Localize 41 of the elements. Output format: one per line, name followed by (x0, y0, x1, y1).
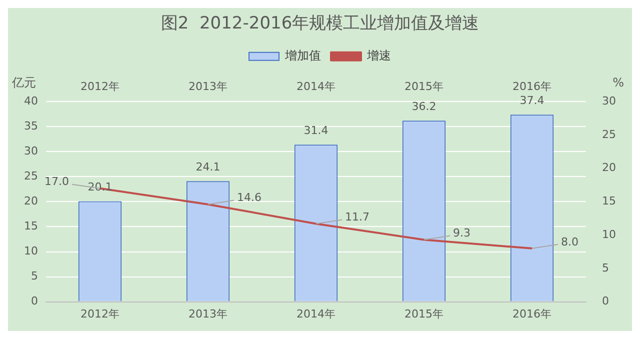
y-tick-label: 10 (24, 244, 38, 258)
data-label: 8.0 (561, 235, 578, 248)
legend-label: 增速 (366, 48, 391, 63)
x-tick-label: 2014年 (296, 307, 336, 320)
category-label: 2015年 (404, 80, 444, 93)
y-tick-label: 40 (24, 94, 38, 108)
x-tick-label: 2012年 (80, 307, 120, 320)
y2-tick-label: 0 (602, 294, 610, 308)
data-label: 9.3 (453, 226, 470, 240)
x-tick-label: 2016年 (512, 307, 552, 320)
y2-tick-label: 30 (602, 94, 616, 108)
category-label: 2014年 (296, 80, 336, 93)
y-tick-label: 30 (24, 144, 38, 158)
category-label: 2016年 (512, 80, 552, 93)
legend-label: 增加值 (284, 48, 321, 63)
data-label: 36.2 (412, 100, 436, 113)
chart-title: 图2 2012-2016年规模工业增加值及增速 (160, 14, 480, 34)
y2-tick-label: 5 (602, 261, 610, 274)
category-label: 2012年 (80, 80, 120, 93)
y2-axis-title: % (612, 76, 624, 90)
y-tick-label: 25 (24, 170, 38, 183)
y-tick-label: 5 (30, 270, 38, 283)
y-tick-label: 0 (30, 294, 38, 308)
data-label: 14.6 (237, 191, 262, 204)
y-tick-label: 15 (24, 220, 38, 233)
x-tick-label: 2013年 (188, 307, 228, 320)
data-label: 37.4 (520, 94, 544, 107)
y2-tick-label: 25 (602, 128, 616, 141)
category-label: 2013年 (188, 80, 228, 93)
data-label: 24.1 (196, 160, 220, 174)
data-label: 17.0 (44, 175, 69, 188)
data-label: 31.4 (304, 124, 328, 137)
y-tick-label: 20 (24, 194, 38, 208)
x-tick-label: 2015年 (404, 307, 444, 320)
data-label: 20.1 (88, 180, 112, 194)
y-axis-title: 亿元 (11, 76, 36, 90)
data-label: 11.7 (345, 210, 370, 224)
y2-tick-label: 10 (602, 228, 616, 241)
y2-tick-label: 20 (602, 161, 616, 174)
y-tick-label: 35 (24, 119, 38, 132)
y2-tick-label: 15 (602, 194, 616, 208)
